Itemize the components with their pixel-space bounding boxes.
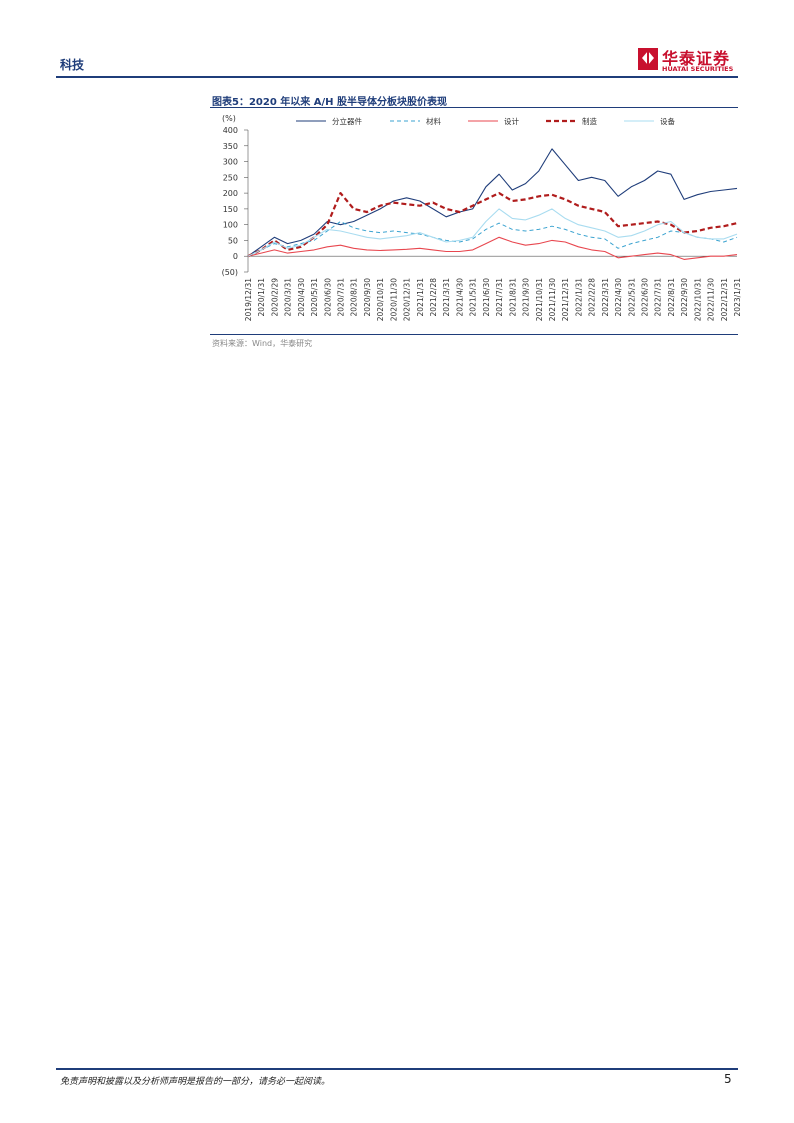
chart: (%) 400 350 300 250 200 150 100 50 0 (50) 2019/12/3…: [222, 114, 742, 321]
x-tick-label: 2021/4/30: [455, 278, 464, 317]
x-tick-label: 2021/9/30: [522, 278, 531, 317]
x-tick-label: 2021/7/31: [495, 278, 504, 317]
x-tick-label: 2022/3/31: [601, 278, 610, 317]
source-note: 资料来源：Wind，华泰研究: [212, 339, 313, 348]
x-tick-label: 2022/1/31: [574, 278, 583, 317]
logo-icon: [638, 48, 658, 70]
legend-label: 分立器件: [332, 116, 362, 126]
series-line: [247, 192, 738, 258]
section-label: 科技: [60, 58, 85, 72]
x-tick-label: 2022/10/31: [693, 278, 702, 321]
x-tick-label: 2022/9/30: [680, 278, 689, 317]
x-tick-label: 2020/8/31: [350, 278, 359, 317]
title-rule: [210, 107, 738, 108]
x-tick-label: 2020/3/31: [284, 278, 293, 317]
x-tick-label: 2022/11/30: [707, 278, 716, 321]
y-unit: (%): [222, 114, 236, 123]
x-tick-label: 2021/10/31: [535, 278, 544, 321]
x-tick-label: 2021/11/30: [548, 278, 557, 321]
y-tick-label: 300: [223, 158, 238, 167]
x-tick-label: 2022/2/28: [588, 278, 597, 317]
y-tick-label: (50): [222, 268, 238, 277]
y-tick-label: 400: [223, 126, 238, 135]
x-tick-label: 2020/12/31: [403, 278, 412, 321]
logo-subtext: HUATAI SECURITIES: [662, 65, 734, 73]
series-line: [247, 236, 738, 260]
source-rule: [210, 334, 738, 335]
legend-label: 设计: [504, 116, 519, 126]
legend-label: 设备: [660, 116, 675, 126]
x-tick-label: 2022/7/31: [654, 278, 663, 317]
x-tick-label: 2020/9/30: [363, 278, 372, 317]
series-line: [247, 221, 738, 257]
x-tick-label: 2020/6/30: [323, 278, 332, 317]
x-tick-label: 2021/8/31: [508, 278, 517, 317]
logo-text: 华泰证券: [662, 49, 731, 68]
page-number: 5: [724, 1072, 732, 1086]
x-tick-label: 2022/12/31: [720, 278, 729, 321]
x-tick-label: 2020/11/30: [389, 278, 398, 321]
figure-title: 图表5：2020 年以来 A/H 股半导体分板块股价表现: [212, 97, 447, 108]
x-tick-label: 2021/5/31: [469, 278, 478, 317]
legend-label: 制造: [582, 116, 597, 126]
x-tick-label: 2021/2/28: [429, 278, 438, 317]
x-tick-label: 2022/6/30: [640, 278, 649, 317]
series-line: [247, 208, 738, 257]
x-tick-label: 2021/1/31: [416, 278, 425, 317]
y-tick-label: 50: [228, 236, 238, 245]
x-tick-label: 2020/2/29: [270, 278, 279, 317]
y-tick-label: 100: [223, 221, 238, 230]
footer-rule: [56, 1068, 738, 1070]
x-tick-label: 2019/12/31: [244, 278, 253, 321]
x-tick-label: 2020/4/30: [297, 278, 306, 317]
x-tick-label: 2021/3/31: [442, 278, 451, 317]
disclaimer: 免责声明和披露以及分析师声明是报告的一部分，请务必一起阅读。: [60, 1077, 331, 1087]
x-tick-label: 2020/1/31: [257, 278, 266, 317]
x-tick-label: 2020/7/31: [337, 278, 346, 317]
x-tick-label: 2021/6/30: [482, 278, 491, 317]
y-tick-label: 250: [223, 173, 238, 182]
x-tick-label: 2020/10/31: [376, 278, 385, 321]
header-rule: [56, 76, 738, 78]
x-tick-label: 2021/12/31: [561, 278, 570, 321]
x-tick-label: 2022/5/31: [627, 278, 636, 317]
x-tick-label: 2023/1/31: [733, 278, 742, 317]
legend-label: 材料: [426, 116, 441, 126]
y-tick-label: 150: [223, 205, 238, 214]
y-tick-label: 0: [233, 252, 238, 261]
y-tick-label: 350: [223, 142, 238, 151]
x-tick-label: 2022/8/31: [667, 278, 676, 317]
y-tick-label: 200: [223, 189, 238, 198]
x-tick-label: 2022/4/30: [614, 278, 623, 317]
x-tick-label: 2020/5/31: [310, 278, 319, 317]
